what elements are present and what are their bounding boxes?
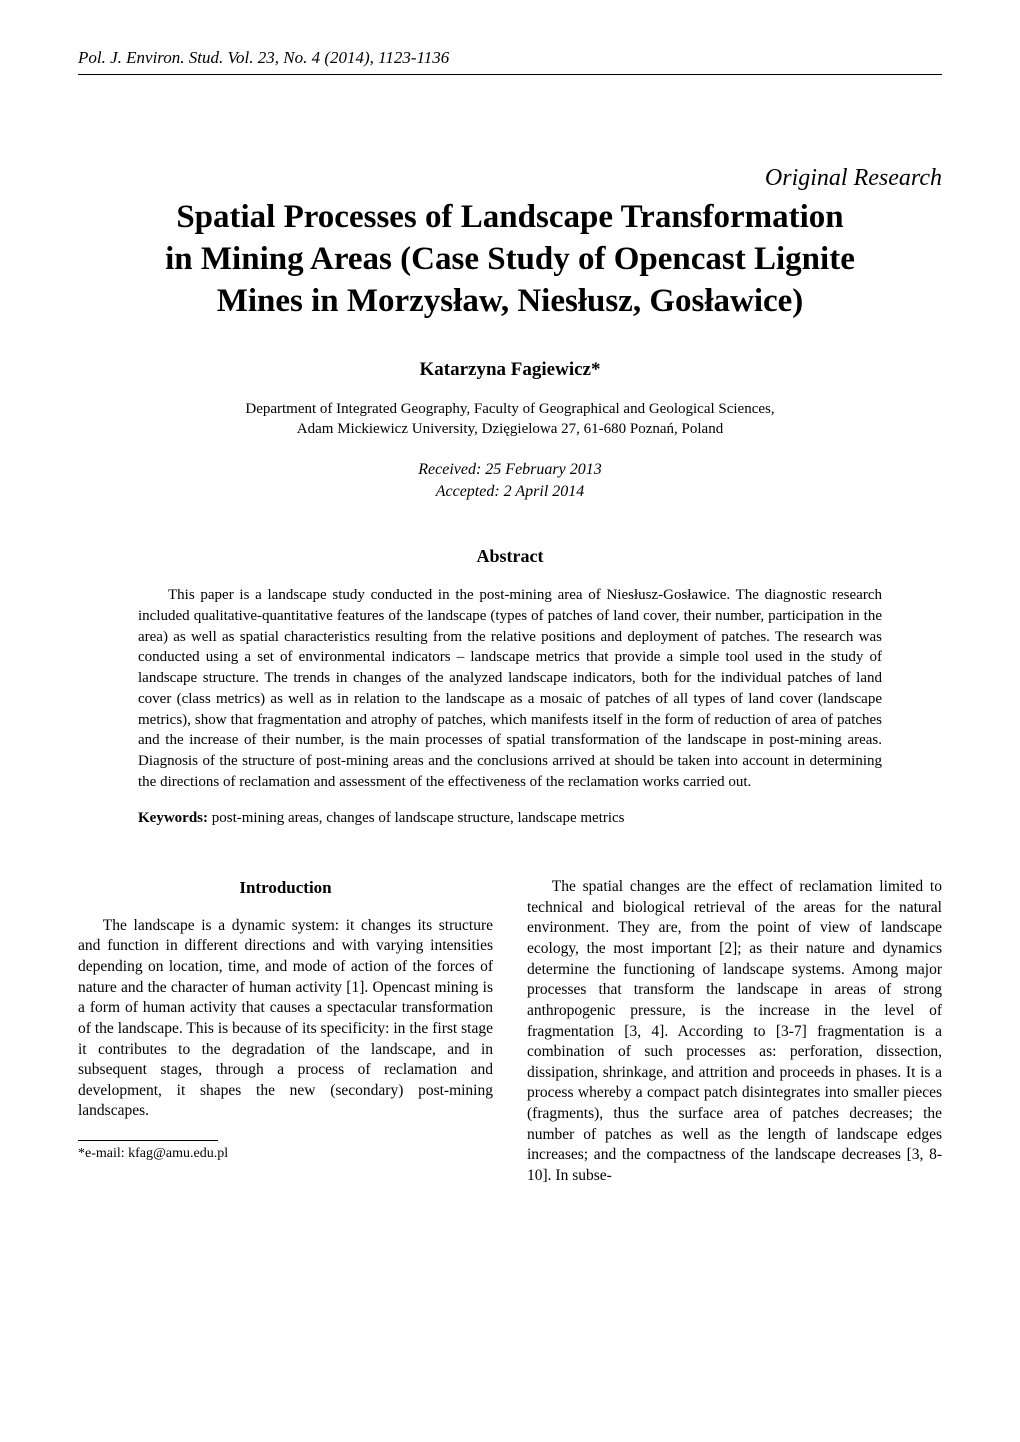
- intro-paragraph-right: The spatial changes are the effect of re…: [527, 877, 942, 1186]
- received-date: Received: 25 February 2013: [418, 461, 601, 478]
- title-line-3: Mines in Morzysław, Niesłusz, Gosławice): [217, 283, 804, 319]
- abstract-body: This paper is a landscape study conducte…: [138, 585, 882, 792]
- affiliation-line-1: Department of Integrated Geography, Facu…: [245, 401, 774, 417]
- accepted-date: Accepted: 2 April 2014: [436, 483, 585, 500]
- page: Pol. J. Environ. Stud. Vol. 23, No. 4 (2…: [0, 0, 1020, 1442]
- keywords-text: post-mining areas, changes of landscape …: [208, 810, 625, 826]
- body-columns: Introduction The landscape is a dynamic …: [78, 877, 942, 1186]
- article-dates: Received: 25 February 2013 Accepted: 2 A…: [78, 459, 942, 502]
- article-kicker: Original Research: [78, 165, 942, 192]
- affiliation-line-2: Adam Mickiewicz University, Dzięgielowa …: [297, 421, 723, 437]
- footnote-rule: [78, 1140, 218, 1141]
- title-line-2: in Mining Areas (Case Study of Opencast …: [165, 241, 855, 277]
- running-head: Pol. J. Environ. Stud. Vol. 23, No. 4 (2…: [78, 48, 942, 75]
- intro-paragraph-left: The landscape is a dynamic system: it ch…: [78, 916, 493, 1122]
- section-heading-introduction: Introduction: [78, 877, 493, 900]
- keywords-line: Keywords: post-mining areas, changes of …: [138, 810, 882, 827]
- title-line-1: Spatial Processes of Landscape Transform…: [176, 199, 843, 235]
- author-affiliation: Department of Integrated Geography, Facu…: [78, 399, 942, 440]
- article-title: Spatial Processes of Landscape Transform…: [78, 196, 942, 323]
- abstract-heading: Abstract: [78, 546, 942, 567]
- author-name: Katarzyna Fagiewicz*: [78, 359, 942, 381]
- keywords-label: Keywords:: [138, 810, 208, 826]
- corresponding-author-footnote: *e-mail: kfag@amu.edu.pl: [78, 1145, 493, 1164]
